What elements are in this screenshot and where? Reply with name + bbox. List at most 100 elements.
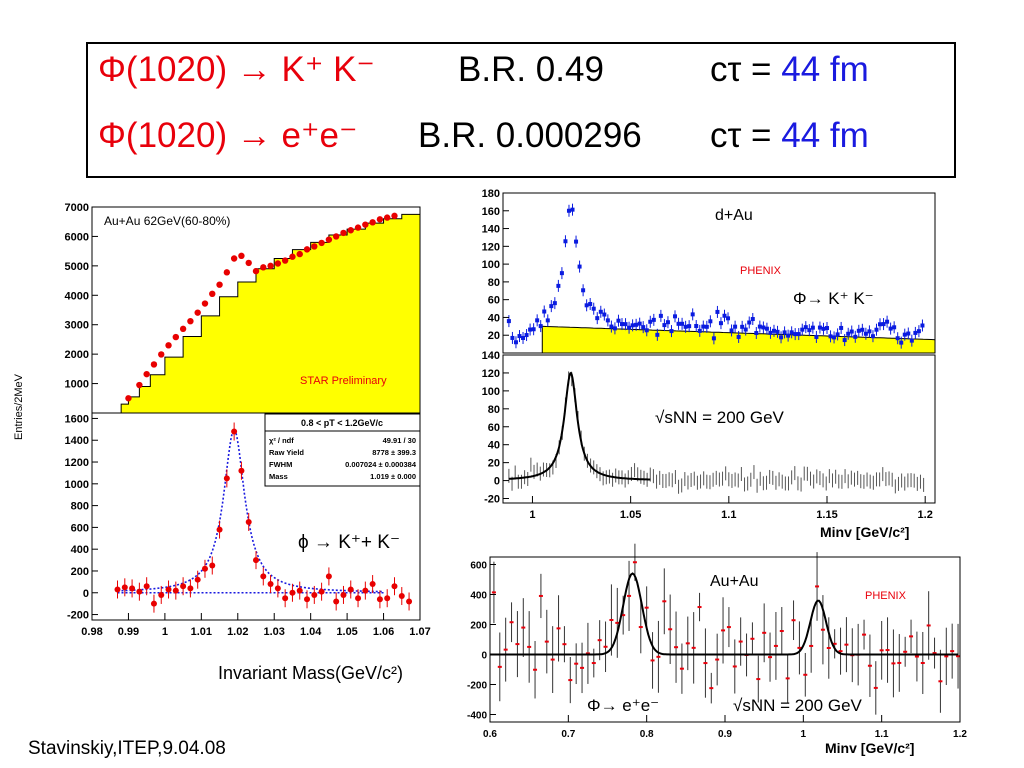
star-bottom-frame [91, 412, 421, 621]
phenix-auau-data-point [638, 626, 643, 629]
phenix-dau-bottom-frame [502, 354, 936, 504]
phenix-dau-data-point [899, 340, 904, 345]
phenix-auau-data-point [938, 680, 943, 683]
phenix-auau-data-point [867, 664, 872, 667]
star-bottom-data-point [304, 596, 311, 603]
star-top-data-point [325, 236, 333, 243]
phenix-dau-data-point [718, 321, 723, 326]
star-bottom-xtick-label: 0.98 [81, 626, 102, 638]
star-bottom-data-point [325, 573, 332, 580]
phenix-dau-bottom-ytick-label: 140 [482, 350, 500, 362]
star-top-ytick-label: 7000 [65, 202, 89, 214]
footer-credit: Stavinskiy,ITEP,9.04.08 [28, 738, 226, 759]
phenix-auau-data-point [879, 649, 884, 652]
star-bottom-data-point [129, 585, 136, 592]
phenix-auau-data-point [562, 643, 567, 646]
phenix-auau-xtick-label: 1.2 [953, 729, 967, 740]
star-top-data-point [384, 214, 391, 221]
phenix-auau-data-point [509, 621, 514, 624]
phenix-dau-bottom-ytick-label: 20 [488, 458, 500, 470]
phenix-dau-top-ytick-label: 20 [488, 330, 500, 342]
phenix-dau-data-point [634, 322, 639, 327]
star-bottom-data-point [333, 598, 340, 605]
star-x-axis-title: Invariant Mass(GeV/c²) [218, 663, 403, 683]
phenix-dau-data-point [764, 326, 769, 331]
phenix-dau-data-point [909, 338, 914, 343]
star-bottom-data-point [311, 591, 318, 598]
star-preliminary-label: STAR Preliminary [300, 375, 387, 387]
phenix-dau-data-point [881, 322, 886, 327]
phenix-dau-data-point [577, 264, 582, 269]
star-bottom-xtick-label: 1.01 [191, 626, 212, 638]
phenix-auau-ytick-label: 0 [481, 651, 487, 662]
phenix-auau-data-point [568, 679, 573, 682]
star-top-data-point [391, 212, 398, 220]
phenix-dau-data-point [538, 324, 543, 329]
phenix-dau-legend: Φ→ K⁺ K⁻ [793, 289, 874, 308]
phenix-auau-data-point [891, 662, 896, 665]
phenix-auau-data-point [544, 640, 549, 643]
phenix-auau-data-point [732, 665, 737, 668]
ctau-ee-value: 44 fm [781, 116, 869, 155]
phenix-dau-title: d+Au [715, 207, 753, 224]
phenix-auau-data-point [691, 646, 696, 649]
star-bottom-data-point [318, 588, 325, 595]
phenix-auau-data-point [656, 655, 661, 658]
phenix-dau-data-point [754, 331, 759, 336]
star-bottom-data-point [289, 589, 296, 596]
star-top-data-point [209, 290, 216, 298]
phenix-auau-data-point [591, 662, 596, 665]
star-top-data-point [216, 281, 223, 288]
star-top-ytick-label: 2000 [65, 349, 89, 361]
phenix-auau-xtick-label: 0.9 [718, 729, 732, 740]
phenix-dau-data-point [757, 324, 762, 329]
phenix-dau-data-point [810, 325, 815, 330]
br-ee: B.R. 0.000296 [418, 116, 642, 155]
star-bottom-data-point [253, 557, 259, 564]
phenix-dau-data-point [542, 309, 547, 314]
star-bottom-xtick-label: 1.04 [300, 626, 322, 638]
phenix-dau-data-point [736, 334, 741, 339]
phenix-auau-x-axis-title: Minv [GeV/c²] [825, 740, 914, 756]
phenix-dau-data-point [630, 323, 635, 328]
star-bottom-xtick-label: 1.03 [264, 626, 285, 638]
phenix-dau-data-point [913, 330, 918, 335]
phenix-auau-data-point [503, 648, 508, 651]
phenix-auau-data-point [580, 666, 585, 669]
phenix-auau-data-point [621, 614, 626, 617]
phenix-dau-data-point [878, 322, 883, 327]
phenix-dau-top-ytick-label: 120 [482, 241, 500, 253]
phenix-dau-data-point [556, 283, 561, 288]
star-stats-row-value: 8778 ± 399.3 [372, 448, 416, 457]
br-kk: B.R. 0.49 [458, 50, 604, 89]
star-bottom-data-point [406, 598, 413, 605]
phenix-dau-data-point [680, 321, 685, 326]
phenix-dau-data-point [648, 319, 653, 324]
phenix-dau-top-ytick-label: 100 [482, 259, 500, 271]
star-bottom-data-point [340, 591, 347, 598]
phenix-dau-data-point [563, 239, 568, 244]
phenix-dau-data-point [697, 328, 702, 333]
phenix-dau-data-point [814, 334, 819, 339]
phenix-dau-data-point [658, 313, 663, 318]
phenix-auau-data-point [885, 649, 890, 652]
phenix-dau-data-point [662, 323, 667, 328]
star-bottom-xtick-label: 1.07 [409, 626, 430, 638]
phenix-dau-data-point [644, 328, 649, 333]
phenix-dau-data-point [853, 334, 858, 339]
star-top-ytick-label: 6000 [65, 231, 89, 243]
phenix-dau-data-point [545, 318, 550, 323]
star-bottom-data-point [282, 595, 289, 602]
phenix-auau-data-point [497, 665, 502, 668]
phenix-dau-top-ytick-label: 60 [488, 295, 500, 307]
phenix-dau-data-point [743, 327, 748, 332]
phenix-dau-data-point [609, 324, 614, 329]
phenix-dau-data-point [701, 324, 706, 329]
star-bottom-xtick-label: 0.99 [118, 626, 139, 638]
phenix-auau-data-point [574, 662, 579, 665]
star-bottom-ytick-label: 200 [71, 566, 89, 578]
star-stats-title: 0.8 < pT < 1.2GeV/c [301, 418, 383, 428]
phenix-dau-data-point [598, 309, 603, 314]
star-bottom-data-point [143, 583, 150, 590]
